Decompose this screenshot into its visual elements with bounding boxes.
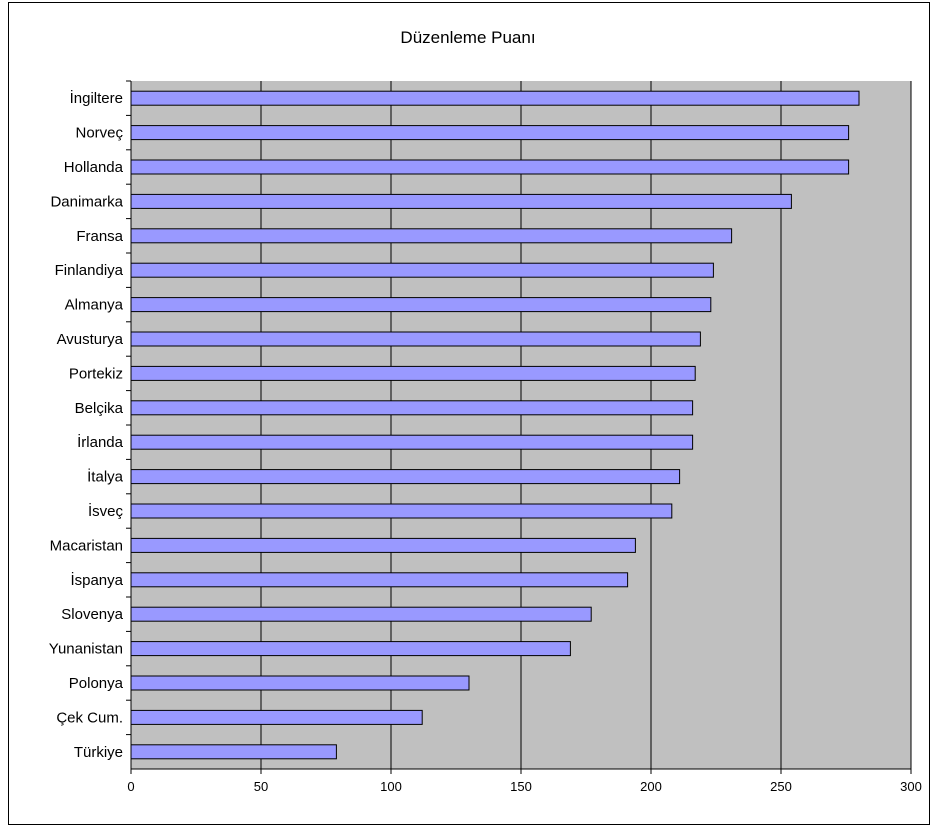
bar-0	[130, 90, 860, 106]
category-label: Finlandiya	[55, 262, 124, 279]
chart-frame: Düzenleme Puanı İngiltere Norveç Hollanda D…	[8, 2, 930, 825]
category-label: İrlanda	[77, 433, 124, 451]
category-label: Almanya	[65, 297, 124, 314]
bar-11	[130, 469, 681, 485]
category-label: Macaristan	[50, 537, 123, 554]
category-label: Norveç	[75, 125, 123, 142]
category-label: Hollanda	[64, 159, 124, 176]
category-label: Türkiye	[74, 744, 123, 761]
bar-2	[130, 159, 850, 175]
bar-10	[130, 434, 694, 450]
x-tick-label: 0	[127, 779, 134, 794]
category-labels: İngiltere Norveç Hollanda Danimarka Fransa Fi…	[49, 89, 124, 761]
category-label: Portekiz	[69, 365, 123, 382]
category-label: İngiltere	[70, 89, 123, 107]
bar-17	[130, 675, 470, 691]
x-tick-label: 250	[770, 779, 792, 794]
bar-14	[130, 572, 629, 588]
category-label: Avusturya	[57, 331, 124, 348]
bar-8	[130, 365, 696, 381]
x-tick-label: 100	[380, 779, 402, 794]
bar-9	[130, 400, 694, 416]
bar-5	[130, 262, 714, 278]
category-label: Danimarka	[50, 193, 123, 210]
bar-16	[130, 641, 571, 657]
bar-18	[130, 709, 423, 725]
x-tick-label: 150	[510, 779, 532, 794]
axes	[126, 80, 912, 774]
category-label: Fransa	[76, 228, 123, 245]
chart-title: Düzenleme Puanı	[400, 28, 535, 47]
bar-3	[130, 193, 792, 209]
bar-4	[130, 228, 733, 244]
bar-6	[130, 297, 712, 313]
bar-12	[130, 503, 673, 519]
category-label: Belçika	[75, 400, 124, 417]
bar-19	[130, 744, 337, 760]
category-label: İtalya	[87, 468, 124, 486]
bar-1	[130, 125, 850, 141]
bar-15	[130, 606, 592, 622]
bar-chart: Düzenleme Puanı İngiltere Norveç Hollanda D…	[49, 28, 922, 794]
category-label: Polonya	[69, 675, 124, 692]
category-label: Yunanistan	[49, 641, 123, 658]
x-tick-label: 300	[900, 779, 922, 794]
category-label: İsveç	[88, 502, 124, 520]
bar-7	[130, 331, 701, 347]
x-tick-label: 200	[640, 779, 662, 794]
x-tick-label: 50	[254, 779, 268, 794]
category-label: İspanya	[70, 571, 123, 589]
category-label: Çek Cum.	[56, 709, 123, 726]
x-tick-labels: 0 50 100 150 200 250 300	[127, 779, 921, 794]
category-label: Slovenya	[61, 606, 123, 623]
bar-13	[130, 537, 636, 553]
